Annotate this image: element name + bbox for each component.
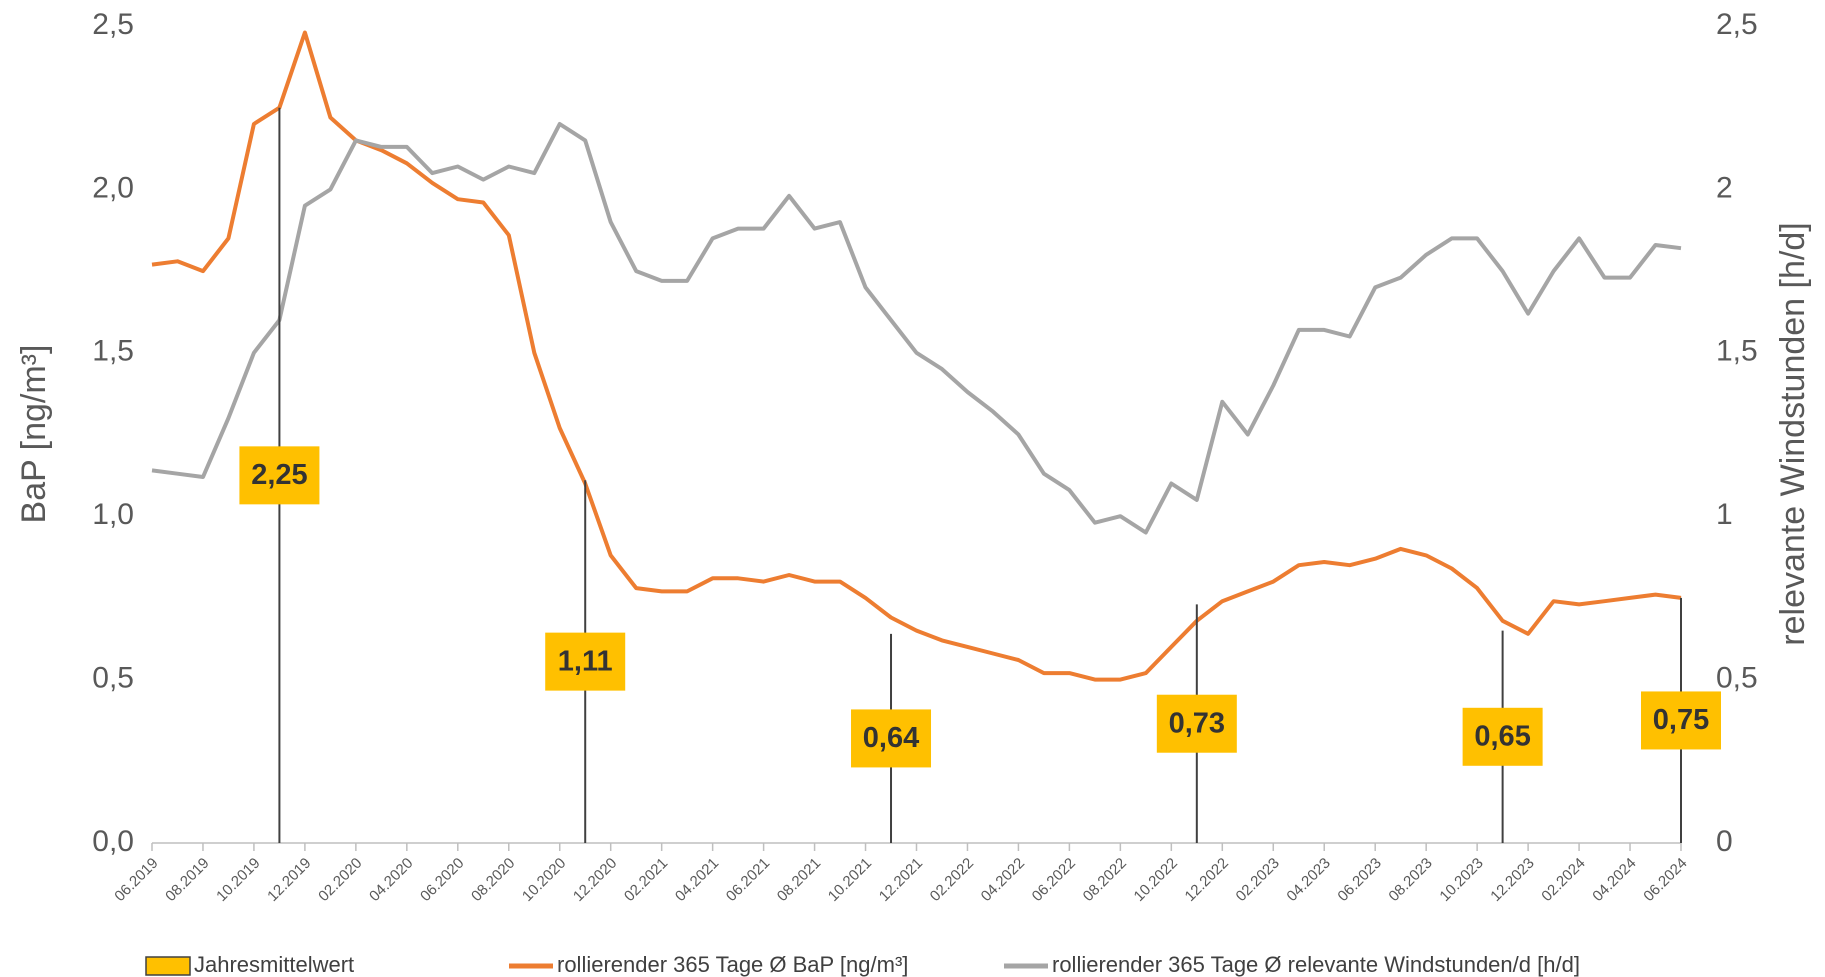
- x-tick-label: 12.2022: [1182, 855, 1232, 905]
- x-tick-label: 08.2020: [468, 855, 518, 905]
- legend-swatch: [145, 956, 191, 976]
- x-tick-label: 02.2023: [1233, 855, 1283, 905]
- annual-mean-label: 0,75: [1653, 704, 1709, 736]
- x-tick-label: 06.2019: [111, 855, 161, 905]
- x-tick-label: 02.2020: [315, 855, 365, 905]
- x-tick-label: 02.2021: [621, 855, 671, 905]
- x-tick-label: 02.2022: [927, 855, 977, 905]
- annual-mean-box: [1462, 707, 1543, 766]
- x-tick-label: 08.2021: [774, 855, 824, 905]
- x-tick-label: 12.2021: [876, 855, 926, 905]
- y-axis-title: BaP [ng/m³]: [15, 345, 53, 524]
- legend-label: Jahresmittelwert: [194, 952, 354, 977]
- x-tick-label: 10.2023: [1436, 855, 1486, 905]
- x-tick-label: 12.2023: [1487, 855, 1537, 905]
- y-tick-label: 1,0: [92, 498, 134, 531]
- legend-label: rollierender 365 Tage Ø relevante Windst…: [1052, 952, 1580, 977]
- x-tick-label: 04.2023: [1283, 855, 1333, 905]
- x-tick-label: 08.2019: [162, 855, 212, 905]
- annual-mean-box: [1641, 691, 1721, 750]
- data-line: [151, 30, 1682, 682]
- y2-axis-title: relevante Windstunden [h/d]: [1774, 222, 1812, 645]
- x-tick-label: 10.2021: [825, 855, 875, 905]
- x-tick-label: 08.2022: [1080, 855, 1130, 905]
- annual-mean-box: [239, 446, 320, 505]
- annual-mean-box: [851, 709, 932, 768]
- x-tick-label: 10.2019: [213, 855, 263, 905]
- x-tick-label: 12.2020: [570, 855, 620, 905]
- y2-tick-label: 0,5: [1716, 662, 1758, 695]
- y2-tick-label: 1,5: [1716, 335, 1758, 368]
- y-tick-label: 2,0: [92, 171, 134, 204]
- data-line: [151, 122, 1682, 535]
- legend-label: rollierender 365 Tage Ø BaP [ng/m³]: [557, 952, 908, 977]
- x-tick-label: 06.2024: [1640, 855, 1690, 905]
- y-tick-label: 1,5: [92, 335, 134, 368]
- annual-mean-label: 0,73: [1169, 707, 1225, 739]
- annual-mean-label: 1,11: [558, 645, 613, 677]
- x-tick-label: 06.2020: [417, 855, 467, 905]
- x-tick-label: 04.2021: [672, 855, 722, 905]
- x-tick-label: 10.2022: [1131, 855, 1181, 905]
- y2-tick-label: 2,5: [1716, 8, 1758, 41]
- x-tick-label: 04.2022: [978, 855, 1028, 905]
- x-tick-label: 04.2024: [1589, 855, 1639, 905]
- annual-mean-box: [1156, 694, 1237, 753]
- annual-mean-box: [545, 632, 626, 691]
- annual-mean-label: 2,25: [251, 459, 307, 491]
- x-tick-label: 06.2022: [1029, 855, 1079, 905]
- y-tick-label: 0,5: [92, 662, 134, 695]
- y2-tick-label: 0: [1716, 825, 1733, 858]
- x-tick-label: 06.2023: [1334, 855, 1384, 905]
- y-tick-label: 0,0: [92, 825, 134, 858]
- x-tick-label: 06.2021: [723, 855, 773, 905]
- x-tick-label: 08.2023: [1385, 855, 1435, 905]
- annual-mean-label: 0,65: [1474, 720, 1530, 752]
- x-tick-label: 02.2024: [1538, 855, 1588, 905]
- y2-tick-label: 1: [1716, 498, 1733, 531]
- x-tick-label: 12.2019: [264, 855, 314, 905]
- y2-tick-label: 2: [1716, 171, 1733, 204]
- y-tick-label: 2,5: [92, 8, 134, 41]
- annual-mean-label: 0,64: [863, 722, 919, 754]
- x-tick-label: 04.2020: [366, 855, 416, 905]
- x-tick-label: 10.2020: [519, 855, 569, 905]
